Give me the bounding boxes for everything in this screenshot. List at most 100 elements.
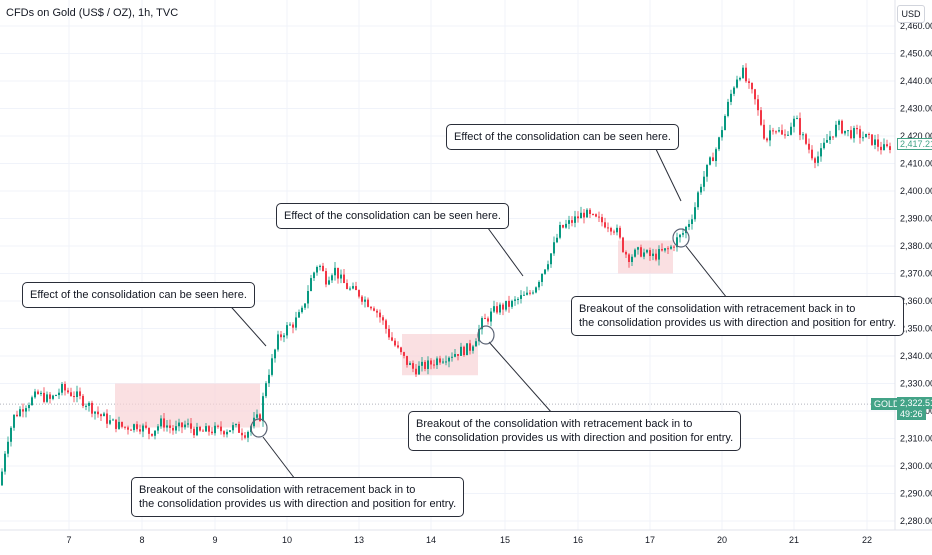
candle-body [415,368,417,375]
candle-body [700,186,702,193]
candle-body [730,93,732,102]
candle-body [514,299,516,301]
candle-body [616,227,618,233]
candle-body [148,427,150,434]
candle-body [838,120,840,125]
candle-body [640,247,642,257]
leader-breakout-2 [488,341,553,414]
candle-body [229,430,231,432]
candle-body [562,224,564,228]
candle-body [850,130,852,139]
candle-body [520,295,522,299]
breakout-marker-2 [477,325,495,345]
candle-body [370,306,372,309]
candle-body [112,419,114,421]
candle-body [607,227,609,229]
candle-body [385,320,387,329]
candle-body [217,425,219,427]
candle-body [205,426,207,432]
candle-body [505,300,507,310]
candle-body [202,430,204,432]
candle-body [1,471,3,486]
candle-body [109,420,111,424]
candle-body [226,431,228,435]
candle-body [208,426,210,432]
currency-button[interactable]: USD [897,5,925,23]
x-tick-label: 14 [426,535,436,545]
candle-body [82,395,84,406]
candle-body [487,318,489,322]
candle-body [787,134,789,136]
candle-body [742,67,744,78]
candle-body [277,334,279,350]
candle-body [199,426,201,431]
candle-body [232,425,234,431]
candle-body [571,220,573,223]
candle-body [211,431,213,434]
candle-body [454,354,456,357]
candle-body [712,157,714,162]
candle-body [823,142,825,149]
candle-body [703,176,705,187]
candle-body [235,424,237,426]
candle-body [643,252,645,257]
candle-body [601,217,603,223]
candle-body [418,365,420,375]
candle-body [841,120,843,134]
candle-body [103,413,105,417]
candle-body [154,430,156,436]
annotation-effect-3: Effect of the consolidation can be seen … [446,124,679,150]
candle-body [871,134,873,145]
candle-body [427,360,429,369]
candle-body [220,426,222,432]
candle-body [835,124,837,137]
y-tick-label: 2,460.00 [900,21,932,31]
candle-body [169,425,171,428]
candle-body [46,394,48,402]
annotation-breakout-2-line1: Breakout of the consolidation with retra… [416,418,693,430]
candle-body [115,419,117,429]
candle-body [397,345,399,348]
x-tick-label: 15 [500,535,510,545]
candle-body [619,227,621,238]
y-tick-label: 2,440.00 [900,76,932,86]
candle-body [367,299,369,307]
candle-body [721,130,723,138]
candle-body [469,343,471,351]
candle-body [613,231,615,233]
y-tick-label: 2,450.00 [900,49,932,59]
leader-effect-2 [484,223,524,277]
candle-body [559,224,561,238]
candle-body [508,300,510,307]
leader-breakout-1 [262,436,296,480]
candle-body [586,209,588,218]
candle-body [187,423,189,425]
candle-body [883,144,885,151]
candle-body [502,304,504,310]
candle-body [763,124,765,139]
last-price-tag: 2,417.21 [897,138,932,150]
candle-body [814,158,816,163]
candle-body [136,424,138,430]
candle-body [778,130,780,132]
y-tick-label: 2,380.00 [900,241,932,251]
candle-body [466,343,468,356]
candle-body [532,292,534,294]
candle-body [316,267,318,273]
candle-body [337,267,339,279]
candle-body [652,253,654,256]
candle-body [106,413,108,424]
y-tick-label: 2,390.00 [900,214,932,224]
candle-body [121,421,123,427]
candle-body [448,357,450,362]
candle-body [190,423,192,429]
y-tick-label: 2,350.00 [900,324,932,334]
candle-body [760,110,762,125]
candle-body [142,425,144,432]
candle-body [409,363,411,365]
candle-body [460,346,462,356]
candle-body [517,298,519,300]
